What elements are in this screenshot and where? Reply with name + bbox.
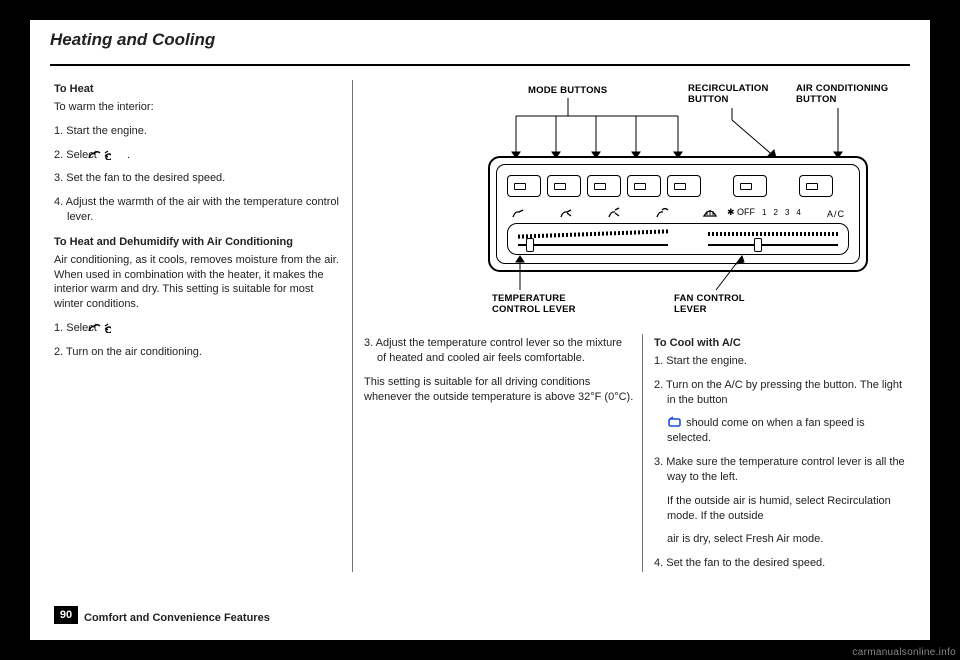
text: This setting is suitable for all driving… bbox=[364, 375, 634, 405]
column-divider bbox=[642, 334, 643, 572]
step: 2. Turn on the A/C by pressing the butto… bbox=[654, 378, 910, 408]
column-left: To Heat To warm the interior: 1. Start t… bbox=[54, 82, 344, 369]
section-label: Comfort and Convenience Features bbox=[84, 612, 270, 624]
step: 1. Start the engine. bbox=[54, 124, 344, 139]
horizontal-rule bbox=[50, 64, 910, 66]
step-suffix: . bbox=[127, 149, 130, 161]
text: To warm the interior: bbox=[54, 100, 344, 115]
watermark: carmanualsonline.info bbox=[852, 647, 956, 658]
text: should come on when a fan speed is selec… bbox=[667, 417, 865, 444]
page-title: Heating and Cooling bbox=[50, 30, 215, 50]
step: 3. Set the fan to the desired speed. bbox=[54, 171, 344, 186]
hvac-diagram: MODE BUTTONS RECIRCULATION BUTTON AIR CO… bbox=[436, 80, 904, 330]
step: 4. Adjust the warmth of the air with the… bbox=[54, 195, 344, 225]
step: 3. Make sure the temperature control lev… bbox=[654, 455, 910, 485]
recirculation-icon bbox=[667, 416, 683, 428]
label-temperature-lever: TEMPERATURE CONTROL LEVER bbox=[492, 294, 576, 316]
label-fan-lever: FAN CONTROL LEVER bbox=[674, 294, 745, 316]
manual-page: Heating and Cooling To Heat To warm the … bbox=[30, 20, 930, 640]
vent-mode-icon bbox=[100, 148, 124, 160]
text: Air conditioning, as it cools, removes m… bbox=[54, 253, 344, 312]
column-right: To Cool with A/C 1. Start the engine. 2.… bbox=[654, 336, 910, 580]
text: If the outside air is humid, select Reci… bbox=[654, 494, 910, 524]
page-number-box: 90 bbox=[54, 606, 78, 624]
text: air is dry, select Fresh Air mode. bbox=[654, 532, 910, 547]
step: 1. Select bbox=[54, 321, 344, 336]
heading-to-heat: To Heat bbox=[54, 82, 344, 97]
step: 3. Adjust the temperature control lever … bbox=[364, 336, 634, 366]
step: should come on when a fan speed is selec… bbox=[654, 416, 910, 446]
step: 1. Start the engine. bbox=[654, 354, 910, 369]
column-divider bbox=[352, 80, 353, 572]
step: 4. Set the fan to the desired speed. bbox=[654, 556, 910, 571]
column-middle: 3. Adjust the temperature control lever … bbox=[364, 336, 634, 413]
step: 2. Turn on the air conditioning. bbox=[54, 345, 344, 360]
heading-heat-dehumidify: To Heat and Dehumidify with Air Conditio… bbox=[54, 235, 344, 250]
vent-mode-icon bbox=[100, 321, 124, 333]
step: 2. Select . bbox=[54, 148, 344, 163]
heading-to-cool: To Cool with A/C bbox=[654, 336, 910, 351]
